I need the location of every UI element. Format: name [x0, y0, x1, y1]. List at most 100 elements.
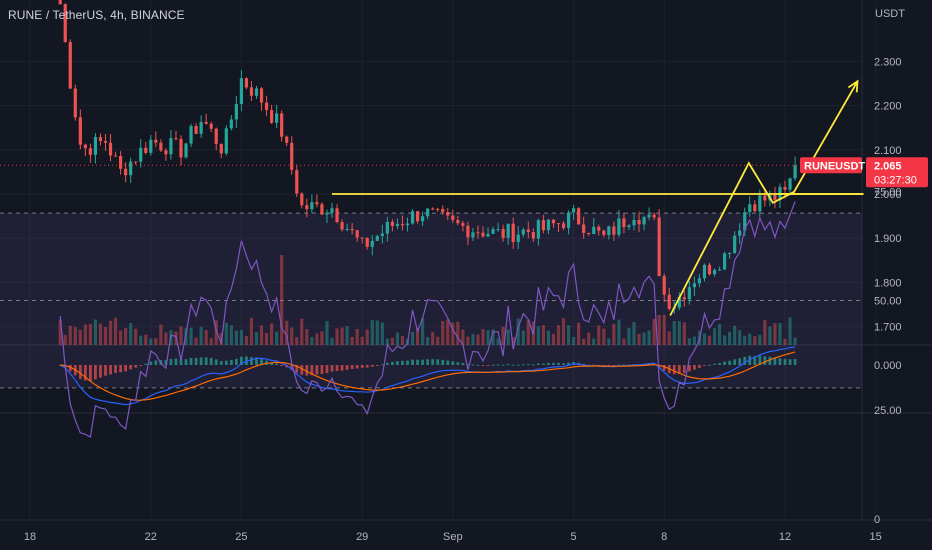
volume-bar: [632, 322, 636, 345]
volume-bar: [778, 323, 782, 345]
volume-bar: [617, 319, 621, 345]
volume-bar: [410, 331, 415, 345]
candle-body: [410, 211, 415, 224]
macd-histogram-bar: [411, 359, 414, 365]
volume-bar: [73, 327, 77, 345]
time-axis[interactable]: 18222529Sep58121519: [24, 531, 932, 543]
volume-bar: [652, 318, 656, 345]
macd-histogram-bar: [481, 365, 485, 366]
candle-body: [380, 233, 384, 237]
candle-body: [707, 264, 712, 275]
volume-bar: [536, 326, 540, 345]
macd-histogram-bar: [275, 363, 279, 365]
candle-body: [753, 204, 757, 212]
candle-body: [149, 139, 153, 153]
macd-histogram-bar: [310, 365, 314, 376]
macd-histogram-bar: [763, 356, 767, 365]
macd-histogram-bar: [224, 360, 228, 365]
candle-body: [375, 236, 379, 241]
currency-label: USDT: [875, 8, 905, 20]
volume-bar: [139, 335, 143, 345]
candle-body: [617, 218, 621, 235]
candle-body: [78, 117, 82, 145]
candle-body: [98, 137, 103, 142]
candle-body: [536, 220, 540, 239]
macd-histogram-bar: [552, 362, 555, 365]
macd-histogram-bar: [139, 365, 143, 366]
volume-bar: [607, 338, 611, 345]
price-tick-label: 2.200: [874, 101, 902, 113]
candle-body: [461, 223, 465, 226]
macd-histogram-bar: [612, 365, 616, 366]
volume-bar: [768, 326, 772, 345]
macd-histogram-bar: [134, 365, 138, 368]
macd-histogram-bar: [557, 362, 560, 365]
candle-body: [119, 155, 123, 169]
candle-body: [184, 143, 188, 158]
volume-bar: [471, 334, 475, 345]
macd-histogram-bar: [320, 365, 324, 375]
macd-histogram-bar: [733, 359, 737, 365]
price-axis[interactable]: USDT 2.300 2.200 2.100 2.000 1.900 1.800 1.700 0…: [800, 8, 928, 526]
macd-histogram-bar: [516, 364, 520, 366]
macd-histogram-bar: [738, 358, 742, 365]
candle-body: [300, 193, 304, 206]
volume-bar: [365, 329, 369, 345]
rsi-panel: [59, 201, 796, 439]
candle-body: [335, 208, 339, 223]
candle-body: [717, 269, 722, 271]
macd-histogram-bar: [778, 358, 782, 365]
macd-histogram-bar: [687, 365, 691, 372]
trend-drawings[interactable]: [0, 79, 864, 316]
macd-histogram-bar: [204, 357, 208, 365]
price-tick-label: 2.000: [874, 189, 902, 201]
candle-body: [159, 142, 163, 151]
volume-bar: [773, 323, 777, 345]
volume-bar: [330, 337, 334, 345]
candle-body: [743, 212, 747, 231]
volume-bar: [748, 333, 752, 345]
candle-body: [516, 234, 520, 243]
macd-histogram-bar: [325, 365, 329, 374]
volume-bar: [390, 337, 394, 345]
projection-arrowhead: [847, 79, 859, 93]
macd-histogram-bar: [713, 363, 716, 365]
candle-body: [310, 202, 314, 210]
volume-bar: [275, 331, 279, 345]
volume-bar: [667, 331, 671, 345]
volume-bar: [350, 336, 354, 345]
volume-bar: [119, 330, 123, 345]
macd-histogram-bar: [94, 365, 97, 380]
volume-bar: [103, 327, 108, 345]
candle-body: [124, 168, 128, 176]
candle-body: [622, 218, 626, 228]
volume-bar: [214, 320, 218, 345]
volume-bar: [687, 338, 691, 345]
volume-bar: [234, 330, 238, 345]
volume-bar: [249, 317, 254, 345]
volume-bar: [78, 329, 82, 345]
candle-body: [556, 223, 561, 225]
volume-bar: [154, 338, 158, 345]
macd-histogram-bar: [194, 357, 198, 365]
candle-body: [652, 214, 656, 218]
candle-body: [204, 121, 208, 124]
volume-bar: [335, 328, 339, 345]
candle-body: [687, 287, 691, 300]
volume-bar: [728, 331, 732, 345]
macd-histogram-bar: [109, 365, 112, 375]
volume-bar: [637, 333, 641, 345]
candle-body: [154, 139, 158, 143]
volume-bar: [224, 322, 228, 345]
candle-body: [254, 88, 259, 96]
price-tick-label: 2.100: [874, 145, 902, 157]
candle-body: [446, 212, 450, 216]
volume-bar: [456, 321, 460, 345]
volume-bar: [592, 338, 596, 345]
macd-histogram-bar: [300, 365, 304, 375]
macd-histogram-bar: [622, 364, 626, 366]
volume-bar: [285, 320, 289, 345]
volume-bar: [415, 328, 420, 345]
candle-body: [275, 113, 279, 123]
